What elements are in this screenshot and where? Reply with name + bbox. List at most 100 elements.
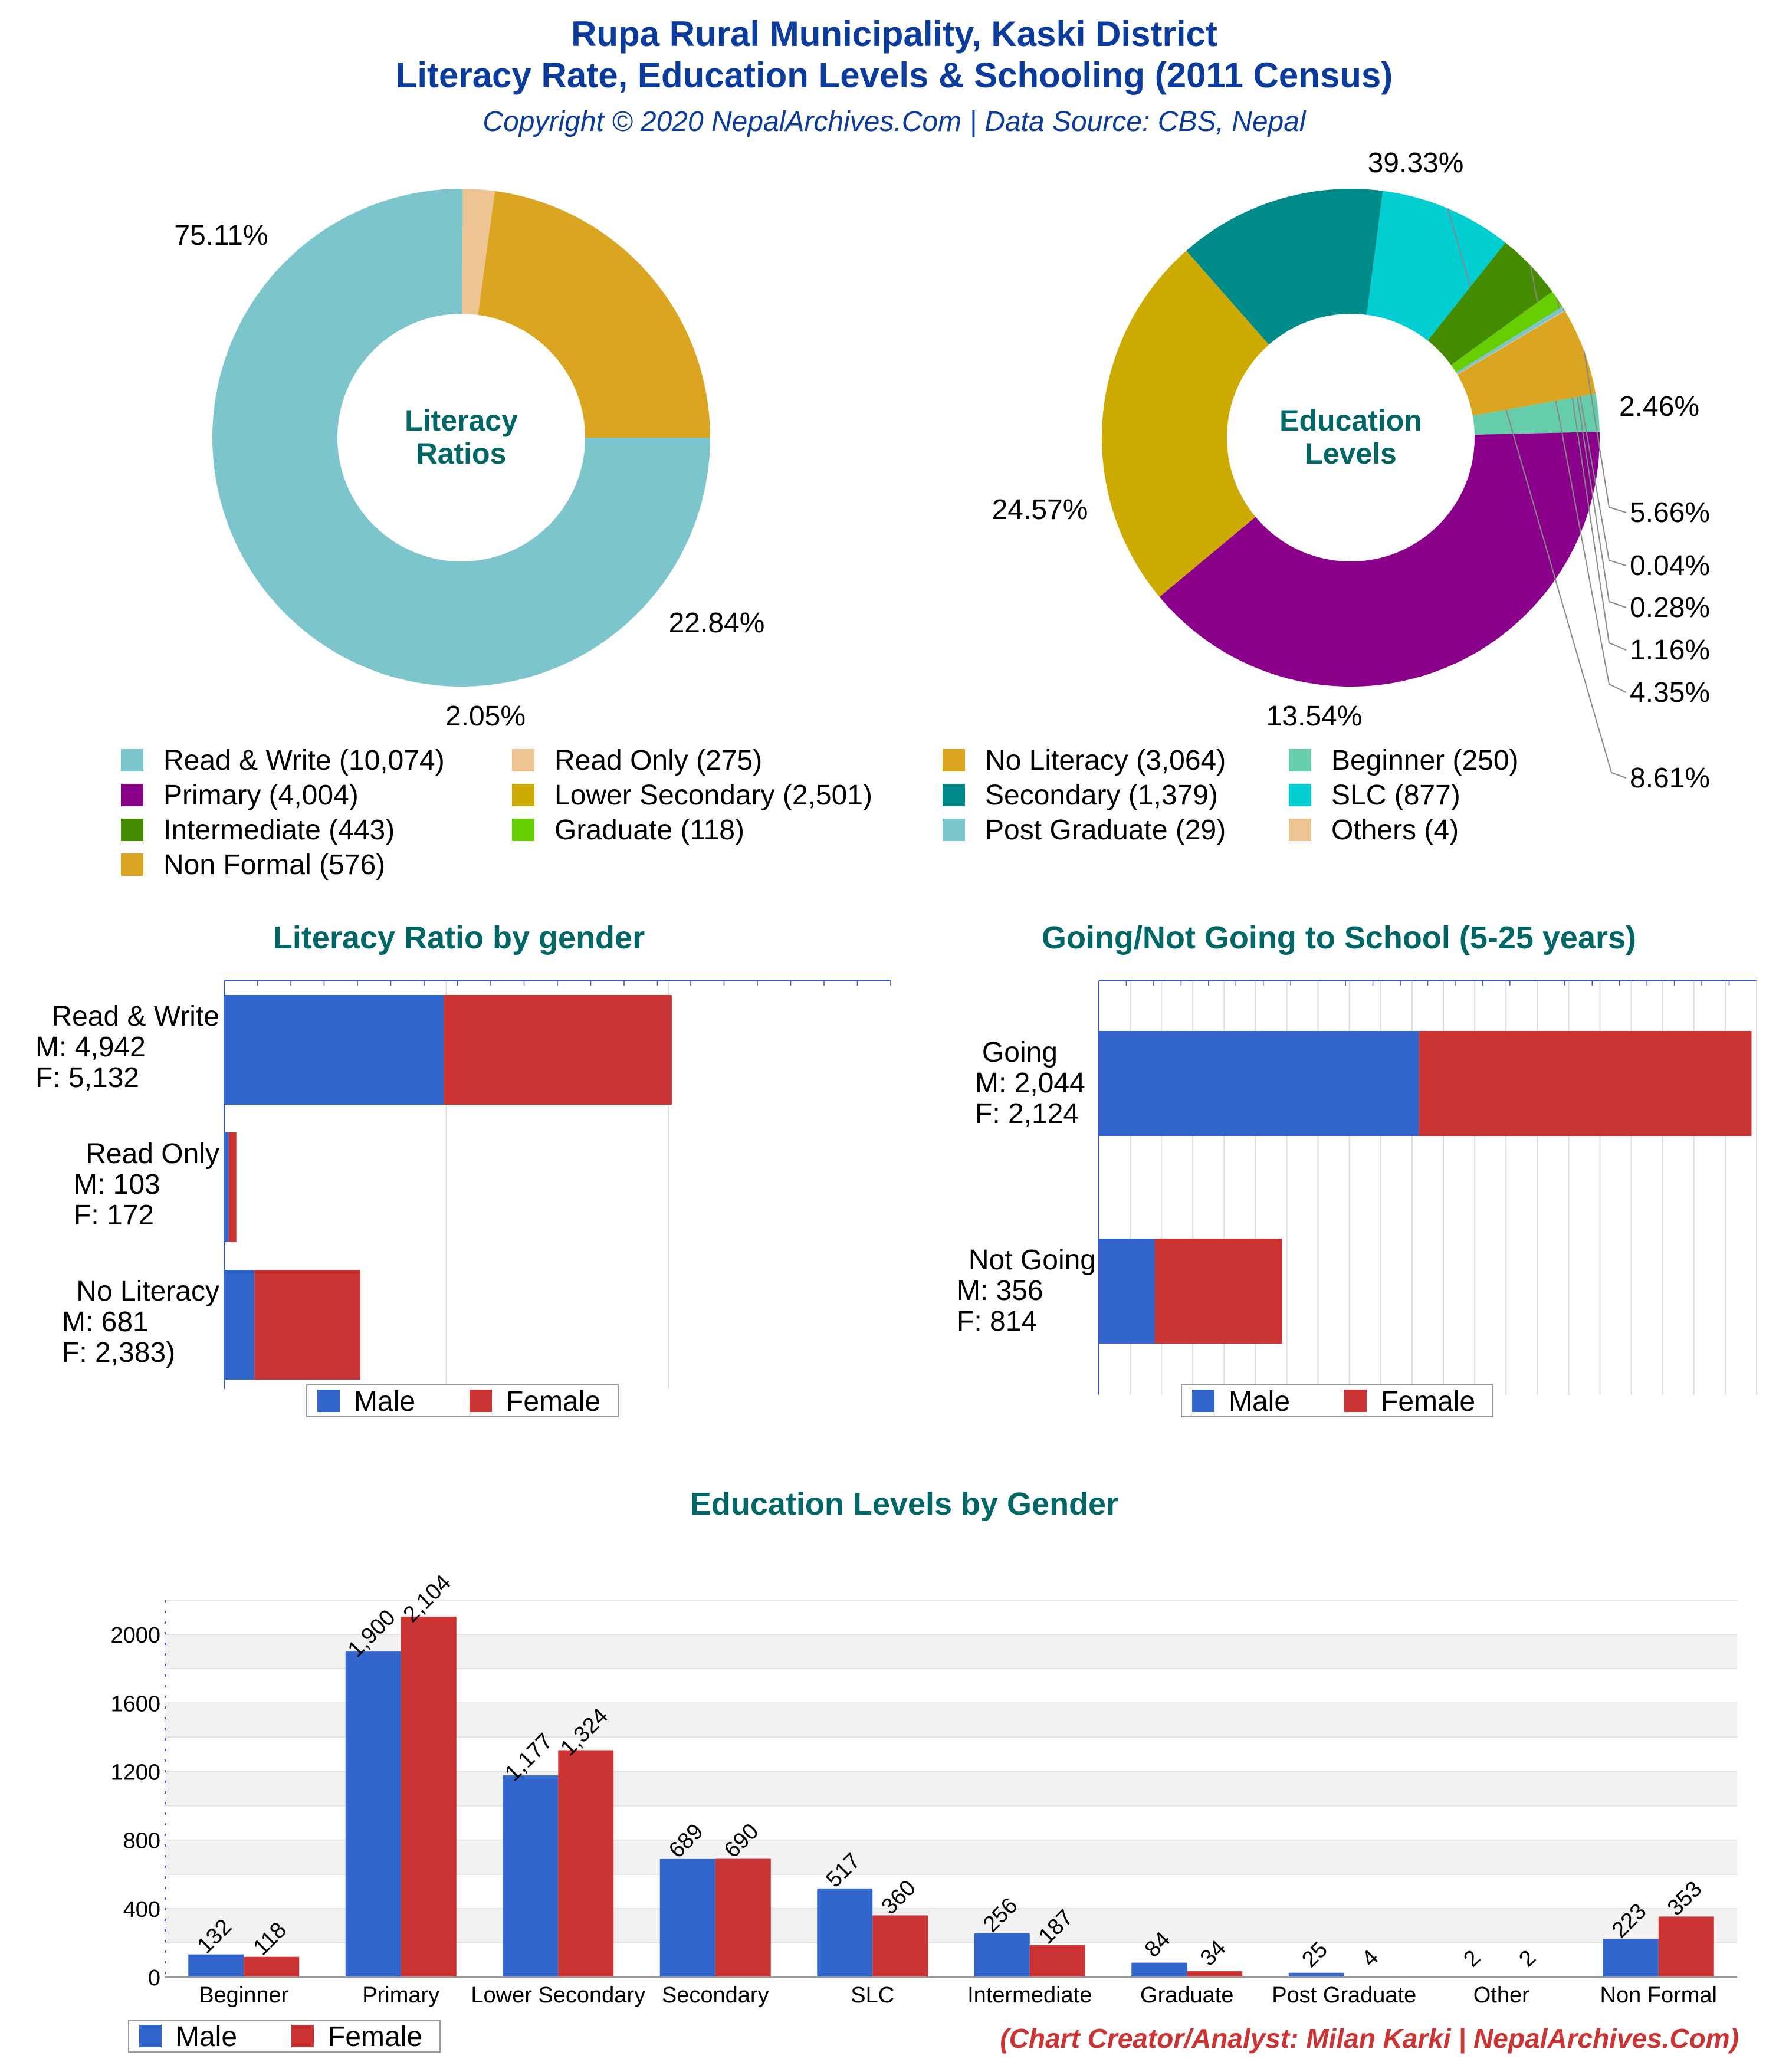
education-donut-percent-label: 5.66%: [1630, 497, 1710, 528]
education-gender-ytick-label: 2000: [110, 1623, 160, 1648]
legend-swatch: [1289, 784, 1311, 806]
education-gender-legend-label: Female: [328, 2021, 422, 2053]
education-gender-bar-female: [1658, 1916, 1714, 1977]
literacy-donut-slice: [478, 191, 710, 438]
legend-label: Post Graduate (29): [985, 815, 1226, 846]
education-gender-ytick-label: 0: [148, 1966, 160, 1991]
education-donut-percent-label: 2.46%: [1619, 391, 1699, 422]
main-title-line2: Literacy Rate, Education Levels & School…: [396, 55, 1393, 95]
school-going-title: Going/Not Going to School (5-25 years): [1042, 920, 1636, 955]
credit-text: (Chart Creator/Analyst: Milan Karki | Ne…: [1000, 2023, 1739, 2054]
education-donut-percent-label: 8.61%: [1630, 763, 1710, 794]
literacy-donut-percent-label: 2.05%: [445, 701, 526, 732]
education-gender-bar-male: [188, 1954, 244, 1977]
education-gender-bar-male: [503, 1775, 559, 1977]
literacy-donut-percent-label: 22.84%: [669, 608, 765, 639]
education-gender-ytick-label: 1600: [110, 1692, 160, 1716]
education-gender-category-label: Graduate: [1140, 1983, 1233, 2008]
legend-swatch: [1289, 749, 1311, 771]
school-going-category-label: Not Going: [969, 1244, 1096, 1276]
education-gender-legend-swatch: [139, 2025, 162, 2047]
legend-swatch: [943, 784, 965, 806]
education-gender-title: Education Levels by Gender: [690, 1486, 1118, 1522]
education-donut-slice: [1451, 291, 1562, 373]
literacy-gender-category-label: No Literacy: [76, 1276, 219, 1307]
literacy-gender-category-label: M: 681: [62, 1306, 149, 1338]
education-gender-ytick-label: 400: [123, 1897, 160, 1922]
education-gender-category-label: Intermediate: [967, 1983, 1092, 2008]
literacy-gender-bar-male: [224, 1270, 255, 1380]
education-donut-center-label: Levels: [1305, 437, 1397, 470]
school-going-category-label: Going: [982, 1037, 1058, 1068]
literacy-donut-center-label: Literacy: [405, 404, 518, 437]
donut-legend: Read & Write (10,074) Read Only (275) No L…: [121, 745, 1519, 881]
education-donut-slice: [1456, 307, 1565, 375]
literacy-gender-legend-box: [306, 1384, 619, 1417]
school-going-legend-label: Female: [1381, 1386, 1475, 1417]
education-gender-category-label: Other: [1473, 1983, 1529, 2008]
legend-label: Read & Write (10,074): [163, 745, 445, 776]
education-gender-category-label: Secondary: [662, 1983, 769, 2008]
literacy-donut-slice: [462, 189, 495, 315]
school-going-bar-male: [1099, 1239, 1155, 1344]
education-donut-leader-line: [1557, 298, 1627, 651]
school-going-legend-swatch: [1344, 1390, 1367, 1412]
legend-swatch: [121, 784, 143, 806]
education-gender-legend-label: Male: [176, 2021, 237, 2053]
education-donut-leader-line: [1529, 265, 1627, 693]
education-gender-bar-male: [659, 1858, 715, 1977]
legend-swatch: [1289, 819, 1311, 841]
education-gender-bar-male: [974, 1933, 1030, 1977]
legend-label: Primary (4,004): [163, 780, 359, 811]
education-gender-bar-female: [872, 1915, 928, 1977]
literacy-gender-bar-female: [228, 1132, 237, 1242]
education-gender-bar-male: [817, 1888, 873, 1977]
literacy-donut-slice: [212, 189, 710, 687]
legend-label: Graduate (118): [554, 815, 744, 846]
education-donut-percent-label: 39.33%: [1368, 147, 1464, 179]
education-gender-bar-female: [558, 1750, 614, 1977]
school-going-legend-swatch: [1192, 1390, 1214, 1412]
education-gender-bar-male: [1131, 1962, 1187, 1977]
legend-label: Intermediate (443): [163, 815, 395, 846]
legend-label: Lower Secondary (2,501): [554, 780, 872, 811]
subtitle: Copyright © 2020 NepalArchives.Com | Dat…: [482, 106, 1306, 137]
education-donut-percent-label: 24.57%: [992, 494, 1088, 526]
literacy-gender-category-label: Read Only: [86, 1138, 219, 1170]
education-donut-slice: [1186, 189, 1383, 345]
literacy-gender-category-label: F: 2,383): [62, 1337, 175, 1368]
school-going-bar-female: [1154, 1239, 1282, 1344]
legend-label: No Literacy (3,064): [985, 745, 1226, 776]
education-donut-slice: [1457, 310, 1565, 375]
literacy-gender-bar-female: [254, 1270, 360, 1380]
legend-swatch: [121, 819, 143, 841]
literacy-gender-category-label: Read & Write: [51, 1001, 219, 1032]
education-donut-center-label: Education: [1279, 404, 1422, 437]
literacy-gender-bar-male: [224, 1132, 229, 1242]
literacy-gender-category-label: M: 103: [74, 1169, 160, 1200]
legend-swatch: [121, 749, 143, 771]
literacy-gender-category-label: F: 5,132: [35, 1062, 139, 1094]
education-donut-percent-label: 4.35%: [1630, 677, 1710, 708]
legend-swatch: [121, 853, 143, 876]
literacy-donut-center-label: Ratios: [416, 437, 507, 470]
education-gender-bar-female: [244, 1956, 300, 1977]
education-donut-percent-label: 13.54%: [1266, 701, 1363, 732]
literacy-donut-percent-label: 75.11%: [174, 220, 268, 251]
education-gender-category-label: Non Formal: [1600, 1983, 1718, 2008]
education-gender-category-label: Post Graduate: [1272, 1983, 1416, 2008]
literacy-gender-legend-swatch: [470, 1390, 492, 1412]
education-donut-leader-line: [1562, 308, 1627, 608]
literacy-gender-bar-male: [224, 995, 444, 1105]
literacy-gender-legend-label: Female: [506, 1386, 600, 1417]
education-levels-donut: 2.46% 39.33% 24.57% 13.54% 8.61% 4.35% 1.16% 0.…: [992, 147, 1711, 794]
main-title-line1: Rupa Rural Municipality, Kaski District: [571, 14, 1217, 54]
legend-swatch: [943, 749, 965, 771]
literacy-gender-category-label: M: 4,942: [35, 1032, 146, 1063]
legend-label: SLC (877): [1331, 780, 1460, 811]
education-gender-bar-male: [345, 1651, 401, 1977]
